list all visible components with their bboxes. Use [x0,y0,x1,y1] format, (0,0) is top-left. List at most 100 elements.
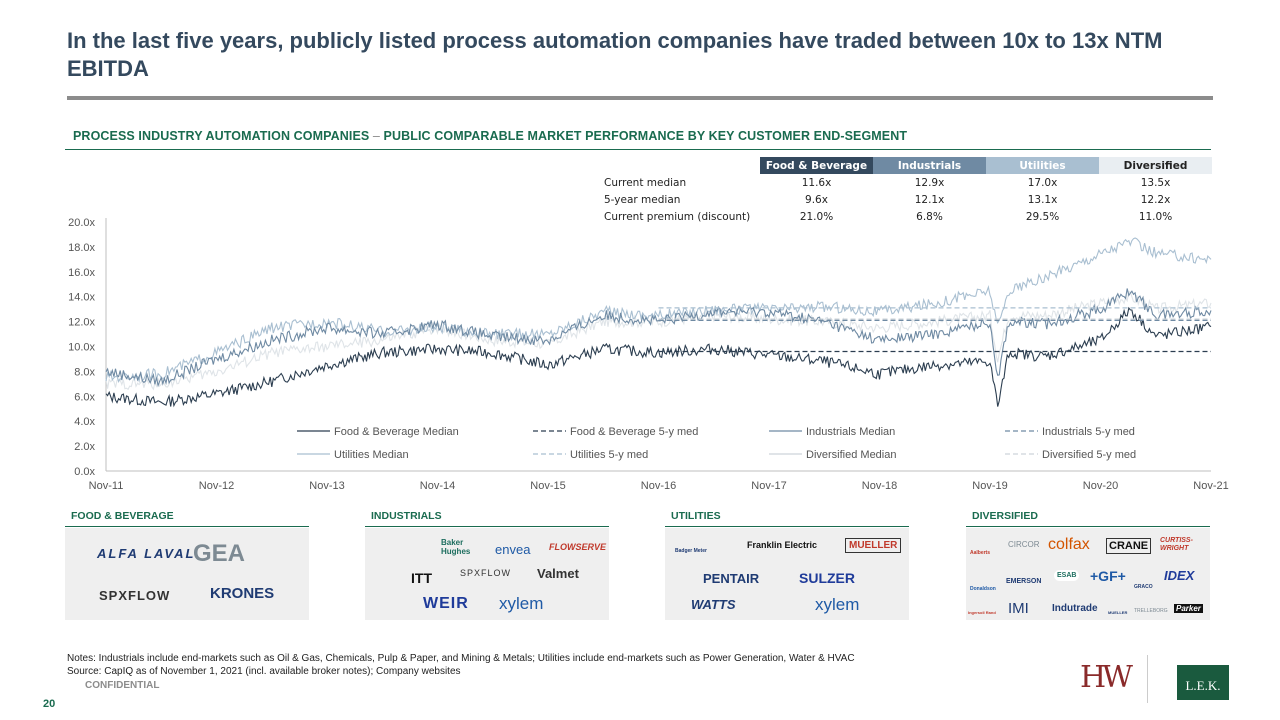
logo-text: PENTAIR [703,571,760,586]
legend-label: Diversified 5-y med [1042,449,1136,461]
logo-text: colfax [1048,536,1090,553]
table-cell: 11.6x [801,176,832,189]
row-label: Current median [604,176,687,189]
section-title: PROCESS INDUSTRY AUTOMATION COMPANIES – … [73,129,907,143]
header-diversified: Diversified [1099,157,1212,174]
y-tick-label: 0.0x [74,466,95,478]
logo-text: EMERSON [1006,578,1042,585]
logo-pentair: PENTAIR [703,571,759,586]
legend-label: Food & Beverage Median [334,426,459,438]
logo-indutrade: Indutrade [1052,603,1098,614]
logo-spxflow-industrials: SPXFLOW [460,568,511,578]
logo-text: WEIR [423,595,469,612]
x-tick-label: Nov-20 [1083,480,1118,492]
table-cell: 13.5x [1140,176,1171,189]
logo-text: ESAB [1057,572,1077,579]
logo-circor: CIRCOR [1008,540,1040,549]
segment-label-utilities: UTILITIES [671,510,721,522]
logo-text: MUELLER [849,540,898,551]
logo-gea: GEA [193,540,245,568]
logo-ingersoll-rand: Ingersoll Rand [968,610,996,615]
logo-parker: Parker [1174,604,1203,613]
logo-text: Franklin Electric [747,540,818,550]
table-row: 5-year median 9.6x 12.1x 13.1x 12.2x [600,191,1212,208]
logo-text: Donaldson [970,586,996,592]
x-tick-label: Nov-12 [199,480,234,492]
y-tick-label: 16.0x [68,267,95,279]
logo-divider [1147,655,1148,703]
logo-baker-hughes: Baker Hughes [441,538,481,556]
logo-text: Badger Meter [675,548,707,554]
logo-badger-meter: Badger Meter [675,548,707,554]
logo-mueller-diversified: MUELLER [1108,610,1127,615]
y-tick-label: 8.0x [74,366,95,378]
segment-box-food-beverage: ALFA LAVAL GEA SPXFLOW KRONES [65,528,309,620]
table-row: Current median 11.6x 12.9x 17.0x 13.5x [600,174,1212,191]
segment-box-utilities: Badger Meter Franklin Electric MUELLER P… [665,528,909,620]
logo-alfa-laval: ALFA LAVAL [97,546,195,561]
logo-trelleborg: TRELLEBORG [1134,608,1168,614]
logo-text: IDEX [1164,568,1195,583]
logo-spxflow: SPXFLOW [99,588,170,603]
logo-text: SULZER [799,570,855,586]
notes: Notes: Industrials include end-markets s… [67,652,855,678]
logo-text: CIRCOR [1008,540,1040,549]
logo-text: SPXFLOW [460,568,512,578]
table-row: Current premium (discount) 21.0% 6.8% 29… [600,208,1212,225]
logo-text: envea [495,542,531,557]
lek-logo: L.E.K. [1177,665,1229,700]
logo-text: KRONES [210,585,275,602]
segment-box-industrials: Baker Hughes envea FLOWSERVE ITT SPXFLOW… [365,528,609,620]
y-tick-label: 4.0x [74,416,95,428]
x-tick-label: Nov-18 [862,480,897,492]
legend-label: Utilities Median [334,449,409,461]
logo-text: xylem [499,594,544,613]
legend-label: Utilities 5-y med [570,449,648,461]
logo-text: FLOWSERVE [549,542,607,552]
page-number: 20 [43,698,56,710]
section-separator: – [372,129,380,143]
confidential-label: CONFIDENTIAL [85,680,160,691]
source-line: Source: CapIQ as of November 1, 2021 (in… [67,666,461,677]
header-food-beverage: Food & Beverage [760,157,873,174]
logo-krones: KRONES [210,585,274,602]
table-cell: 12.2x [1140,193,1171,206]
logo-text: IMI [1008,600,1029,617]
segment-label-food-beverage: FOOD & BEVERAGE [71,510,174,522]
x-tick-label: Nov-19 [972,480,1007,492]
x-tick-label: Nov-14 [420,480,455,492]
table-cell: 12.1x [914,193,945,206]
logo-donaldson: Donaldson [970,586,996,592]
logo-mueller: MUELLER [845,538,902,553]
table-cell: 12.9x [914,176,945,189]
legend-label: Industrials 5-y med [1042,426,1135,438]
segment-rule [65,526,309,527]
row-label: Current premium (discount) [604,210,751,223]
header-industrials: Industrials [873,157,986,174]
title-rule [67,96,1213,100]
legend-label: Diversified Median [806,449,896,461]
logo-text: Valmet [537,566,579,581]
segment-label-industrials: INDUSTRIALS [371,510,442,522]
logo-text: Baker Hughes [441,538,471,556]
table-cell: 13.1x [1027,193,1058,206]
logo-franklin-electric: Franklin Electric [747,540,817,550]
segment-box-diversified: Aalberts CIRCOR colfax CRANE CURTISS-WRI… [966,528,1210,620]
logo-emerson: EMERSON [1006,578,1041,585]
y-tick-label: 20.0x [68,217,95,229]
logo-text: MUELLER [1108,610,1128,615]
table-cell: 9.6x [805,193,828,206]
logo-weir: WEIR [423,595,469,613]
logo-text: CRANE [1109,540,1149,552]
hw-logo: HW [1080,660,1133,695]
x-tick-label: Nov-21 [1193,480,1228,492]
logo-xylem-industrials: xylem [499,594,543,614]
logo-envea: envea [495,542,530,557]
segment-rule [365,526,609,527]
median-table-header: Food & Beverage Industrials Utilities Di… [600,157,1212,174]
logo-flowserve: FLOWSERVE [549,542,606,552]
logo-text: SPXFLOW [99,588,171,603]
logo-gf: +GF+ [1090,568,1126,584]
series-line [105,291,1212,391]
